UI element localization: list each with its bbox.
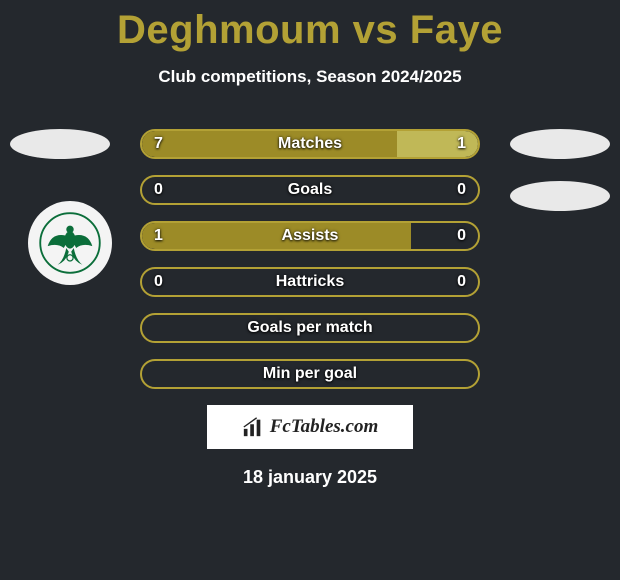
stat-value-right: 0: [457, 177, 466, 203]
watermark: FcTables.com: [207, 405, 413, 449]
stat-label: Min per goal: [142, 361, 478, 387]
watermark-text: FcTables.com: [270, 416, 379, 438]
eagle-emblem-icon: [39, 212, 101, 274]
player-left-club-emblem: [28, 201, 112, 285]
comparison-subtitle: Club competitions, Season 2024/2025: [0, 67, 620, 87]
stat-row-hattricks: 0 Hattricks 0: [140, 267, 480, 297]
stat-label: Assists: [142, 223, 478, 249]
stat-label: Matches: [142, 131, 478, 157]
chart-icon: [242, 416, 264, 438]
stat-label: Hattricks: [142, 269, 478, 295]
stat-row-goals-per-match: Goals per match: [140, 313, 480, 343]
player-right-badge-placeholder: [510, 129, 610, 159]
stat-row-matches: 7 Matches 1: [140, 129, 480, 159]
stat-label: Goals per match: [142, 315, 478, 341]
stat-value-right: 0: [457, 223, 466, 249]
stat-row-assists: 1 Assists 0: [140, 221, 480, 251]
stat-value-right: 1: [457, 131, 466, 157]
stat-bars: 7 Matches 1 0 Goals 0 1 Assists 0 0 Hatt…: [140, 129, 480, 389]
player-left-badge-placeholder: [10, 129, 110, 159]
stat-label: Goals: [142, 177, 478, 203]
comparison-title: Deghmoum vs Faye: [0, 0, 620, 53]
date-text: 18 january 2025: [0, 467, 620, 488]
stat-row-min-per-goal: Min per goal: [140, 359, 480, 389]
player-right-club-placeholder: [510, 181, 610, 211]
comparison-content: 7 Matches 1 0 Goals 0 1 Assists 0 0 Hatt…: [0, 129, 620, 488]
stat-value-right: 0: [457, 269, 466, 295]
stat-row-goals: 0 Goals 0: [140, 175, 480, 205]
